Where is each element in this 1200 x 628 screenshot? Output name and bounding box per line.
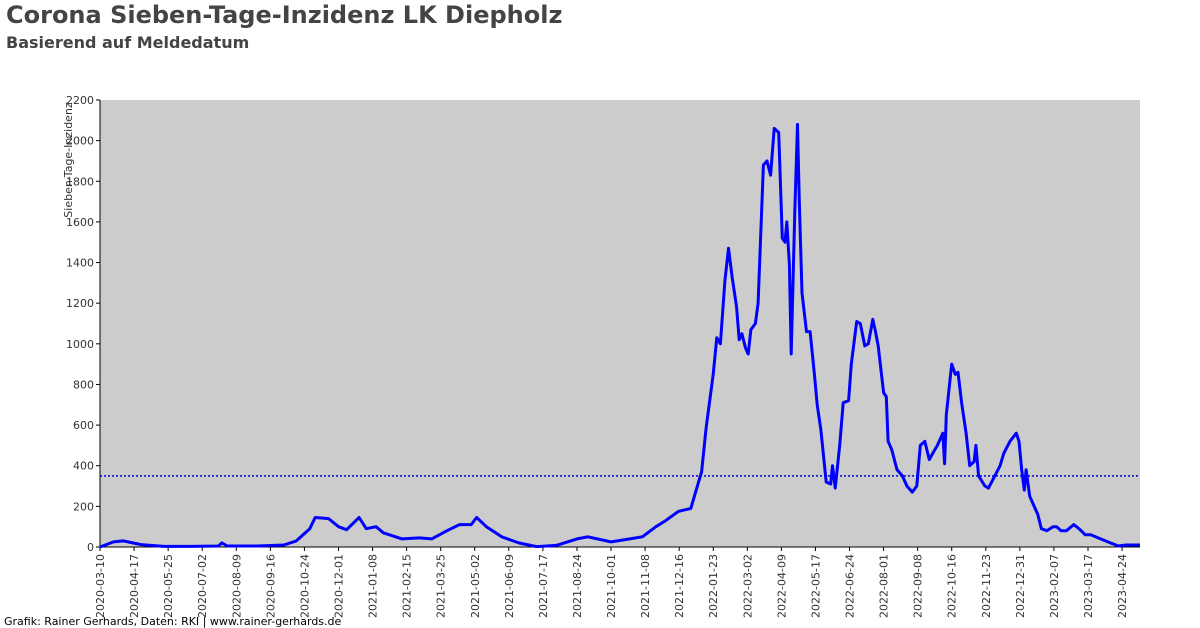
y-tick-label: 400 <box>73 460 94 473</box>
y-tick-label: 600 <box>73 419 94 432</box>
footer: Grafik: Rainer Gerhards, Daten: RKI | ww… <box>4 615 342 628</box>
x-tick-label: 2022-10-16 <box>946 554 959 618</box>
chart-title: Corona Sieben-Tage-Inzidenz LK Diepholz <box>6 1 562 29</box>
x-tick-label: 2020-08-09 <box>230 554 243 618</box>
x-tick-label: 2021-02-15 <box>401 554 414 618</box>
x-tick-label: 2020-10-24 <box>298 554 311 618</box>
x-tick-label: 2021-06-09 <box>503 554 516 618</box>
x-tick-label: 2021-11-08 <box>639 554 652 618</box>
x-tick-label: 2022-09-08 <box>912 554 925 618</box>
x-tick-label: 2021-10-01 <box>605 554 618 618</box>
x-tick-label: 2023-03-17 <box>1082 554 1095 618</box>
x-tick-label: 2021-12-16 <box>673 554 686 618</box>
x-tick-label: 2022-12-31 <box>1014 554 1027 618</box>
x-tick-label: 2020-12-01 <box>332 554 345 618</box>
x-tick-label: 2020-03-10 <box>94 554 107 618</box>
y-tick-label: 1800 <box>66 175 94 188</box>
x-tick-label: 2023-02-07 <box>1048 554 1061 618</box>
y-axis-label: Sieben-Tage-Inzidenz <box>62 102 75 218</box>
y-tick-label: 0 <box>87 541 94 554</box>
x-tick-label: 2022-01-23 <box>707 554 720 618</box>
y-tick-label: 200 <box>73 500 94 513</box>
x-tick-label: 2022-04-09 <box>775 554 788 618</box>
chart-subtitle: Basierend auf Meldedatum <box>6 33 249 52</box>
y-tick-label: 2000 <box>66 135 94 148</box>
x-tick-label: 2022-05-17 <box>809 554 822 618</box>
x-tick-label: 2022-06-24 <box>844 554 857 618</box>
x-tick-label: 2022-03-02 <box>741 554 754 618</box>
x-tick-label: 2020-04-17 <box>128 554 141 618</box>
y-tick-label: 800 <box>73 378 94 391</box>
y-tick-label: 1200 <box>66 297 94 310</box>
x-tick-label: 2023-04-24 <box>1116 554 1129 618</box>
y-tick-label: 2200 <box>66 94 94 107</box>
x-tick-label: 2020-09-16 <box>264 554 277 618</box>
data-line <box>99 122 1140 549</box>
y-tick-label: 1400 <box>66 257 94 270</box>
x-tick-label: 2021-03-25 <box>435 554 448 618</box>
x-tick-label: 2020-07-02 <box>196 554 209 618</box>
y-tick-label: 1600 <box>66 216 94 229</box>
x-tick-label: 2021-08-24 <box>571 554 584 618</box>
x-tick-label: 2021-05-02 <box>469 554 482 618</box>
x-tick-label: 2021-01-08 <box>367 554 380 618</box>
x-tick-label: 2022-11-23 <box>980 554 993 618</box>
x-tick-label: 2020-05-25 <box>162 554 175 618</box>
x-tick-label: 2021-07-17 <box>537 554 550 618</box>
plot-area <box>100 100 1140 547</box>
x-tick-label: 2022-08-01 <box>878 554 891 618</box>
y-tick-label: 1000 <box>66 338 94 351</box>
